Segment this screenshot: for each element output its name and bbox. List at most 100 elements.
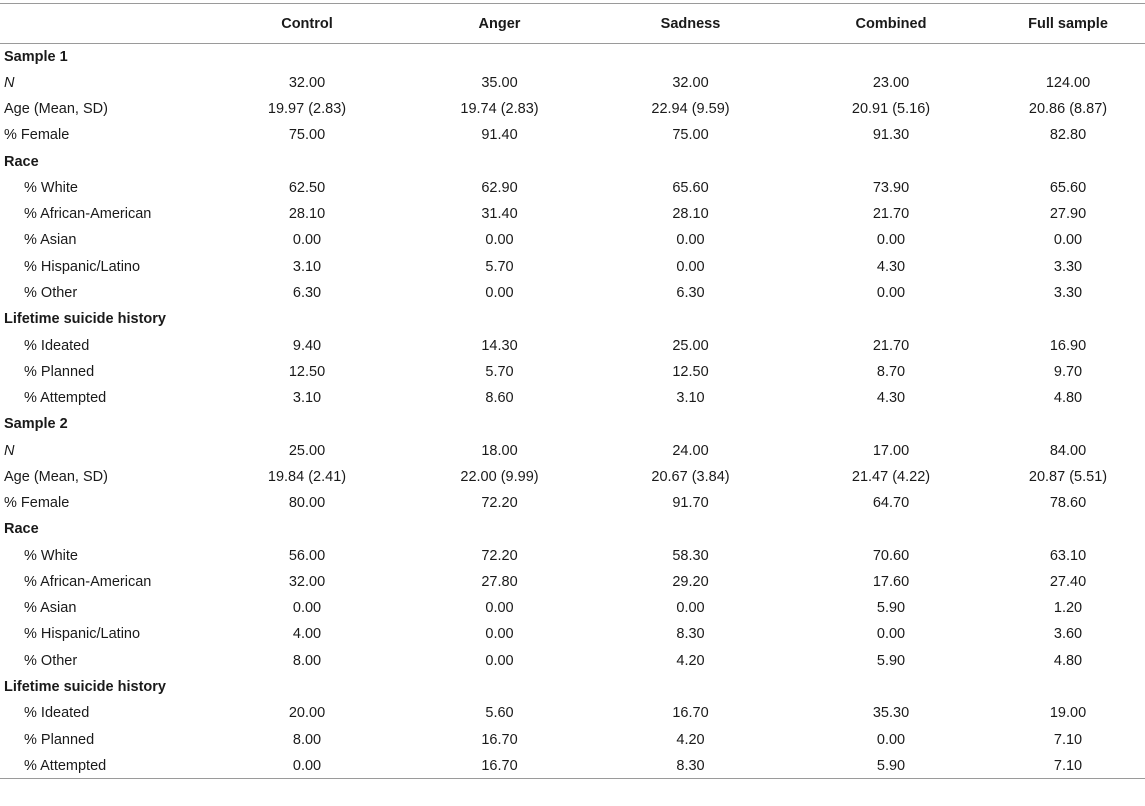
table-cell: 62.90 (481, 179, 518, 196)
table-cell (590, 149, 791, 175)
table-cell: 75.00 (672, 127, 709, 144)
table-cell (991, 516, 1145, 542)
table-cell: 0.00 (485, 600, 514, 617)
table-cell: 0.00 (676, 258, 705, 275)
table-cell: 0.00 (876, 232, 906, 249)
row-label: % Other (24, 285, 78, 302)
table-cell: 5.90 (791, 752, 991, 780)
section-row: Lifetime suicide history (0, 306, 1145, 332)
table-row: % Hispanic/Latino 3.10 5.70 0.00 4.30 3.30 (0, 254, 1145, 280)
table-cell (409, 149, 590, 175)
section-row: Race (0, 516, 1145, 542)
table-row: % Hispanic/Latino 4.00 0.00 8.30 0.00 3.60 (0, 621, 1145, 647)
table-cell: 4.20 (676, 652, 705, 669)
table-cell: 21.70 (872, 206, 910, 223)
row-label: % Hispanic/Latino (24, 626, 141, 643)
table-cell (205, 411, 409, 437)
table-cell: 1.20 (1053, 600, 1083, 617)
table-cell: 32.00 (672, 74, 709, 91)
table-cell (991, 149, 1145, 175)
table-cell: 63.10 (1049, 547, 1087, 564)
table-cell: 27.80 (481, 573, 518, 590)
table-cell (205, 44, 409, 70)
section-heading: Lifetime suicide history (4, 679, 166, 695)
table-cell: 72.20 (481, 547, 518, 564)
table-cell: 64.70 (872, 495, 910, 512)
table-cell: 28.10 (672, 206, 709, 223)
table-cell: 62.50 (288, 179, 326, 196)
section-row: Lifetime suicide history (0, 674, 1145, 700)
table-cell: 3.30 (1053, 258, 1083, 275)
table-cell: 19.84 (2.41) (267, 468, 347, 485)
table-row: % African-American 32.00 27.80 29.20 17.60 27… (0, 569, 1145, 595)
table-cell (791, 516, 991, 542)
table-cell: 84.00 (1049, 442, 1087, 459)
section-row: Race (0, 149, 1145, 175)
section-row: Sample 2 (0, 411, 1145, 437)
table-row: Age (Mean, SD) 19.84 (2.41) 22.00 (9.99) 20… (0, 464, 1145, 490)
table-cell: 75.00 (288, 127, 326, 144)
table-cell: 20.87 (5.51) (1028, 468, 1108, 485)
row-label: % Other (24, 652, 78, 669)
table-cell (590, 306, 791, 332)
table-cell: 4.80 (1053, 652, 1083, 669)
table-cell (590, 516, 791, 542)
table-cell: 0.00 (676, 232, 705, 249)
table-cell: 80.00 (288, 495, 326, 512)
table-cell: 16.90 (1049, 337, 1087, 354)
table-cell: 6.30 (676, 285, 705, 302)
header-cell-sadness: Sadness (590, 3, 791, 44)
table-cell: 8.00 (292, 652, 322, 669)
header-cell-label (0, 3, 205, 44)
row-label: % African-American (24, 573, 152, 590)
table-cell (409, 44, 590, 70)
row-label: % Ideated (24, 337, 90, 354)
table-cell: 17.00 (872, 442, 910, 459)
table-cell: 0.00 (205, 752, 409, 780)
table-cell: 4.30 (876, 390, 906, 407)
row-label: % Hispanic/Latino (24, 258, 141, 275)
row-label: % Planned (24, 363, 95, 380)
table-cell (590, 674, 791, 700)
demographics-table: Control Anger Sadness Combined Full samp… (0, 3, 1145, 780)
table-row: N 32.00 35.00 32.00 23.00 124.00 (0, 70, 1145, 96)
row-label: % Attempted (24, 390, 107, 407)
row-label: N (4, 74, 15, 91)
table-cell: 3.30 (1053, 285, 1083, 302)
table-cell: 35.30 (872, 705, 910, 722)
header-cell-combined: Combined (791, 3, 991, 44)
table-cell: 16.70 (672, 705, 709, 722)
table-cell: 14.30 (481, 337, 518, 354)
row-label: % Planned (24, 731, 95, 748)
table-cell: 0.00 (1053, 232, 1083, 249)
table-row: % Attempted 3.10 8.60 3.10 4.30 4.80 (0, 385, 1145, 411)
table-cell: 20.67 (3.84) (651, 468, 730, 485)
table-cell (205, 674, 409, 700)
table-cell (791, 149, 991, 175)
row-label: % African-American (24, 206, 152, 223)
table-cell: 0.00 (876, 731, 906, 748)
table-row: % Planned 12.50 5.70 12.50 8.70 9.70 (0, 359, 1145, 385)
table-cell: 23.00 (872, 74, 910, 91)
table-cell: 32.00 (288, 573, 326, 590)
table-cell: 16.70 (481, 731, 518, 748)
table-row: % Female 75.00 91.40 75.00 91.30 82.80 (0, 122, 1145, 148)
table-cell (991, 674, 1145, 700)
table-cell (991, 44, 1145, 70)
table-cell: 91.30 (872, 127, 910, 144)
table-cell: 0.00 (292, 232, 322, 249)
section-heading: Sample 2 (4, 416, 68, 433)
table-cell: 22.94 (9.59) (651, 101, 730, 118)
table-cell: 6.30 (292, 285, 322, 302)
table-row: % Other 6.30 0.00 6.30 0.00 3.30 (0, 280, 1145, 306)
table-cell: 8.30 (676, 626, 705, 643)
table-cell (991, 306, 1145, 332)
table-cell: 8.30 (590, 752, 791, 780)
table-row: % Asian 0.00 0.00 0.00 5.90 1.20 (0, 595, 1145, 621)
row-label: % Female (4, 495, 70, 512)
row-label: % Ideated (24, 705, 90, 722)
header-row: Control Anger Sadness Combined Full samp… (0, 3, 1145, 44)
row-label: % White (24, 179, 78, 196)
row-label: % Attempted (0, 752, 205, 780)
